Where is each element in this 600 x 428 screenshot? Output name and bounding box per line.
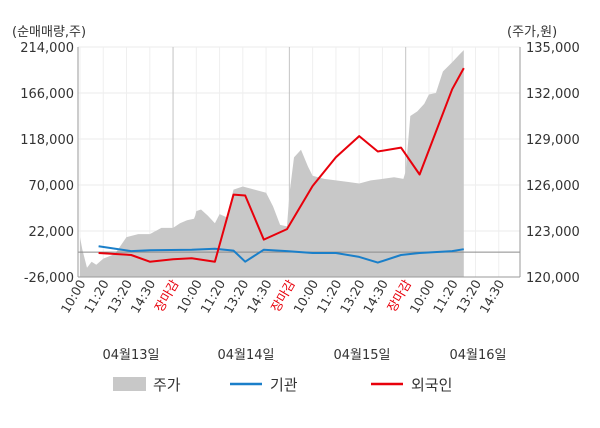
x-axis-ticks: 10:0011:2013:2014:30장마감10:0011:2013:2014…	[58, 277, 508, 316]
right-tick-label: 135,000	[526, 41, 580, 56]
date-label: 04월15일	[333, 348, 390, 363]
date-labels: 04월13일 04월14일 04월15일 04월16일	[102, 348, 506, 363]
left-tick-label: 70,000	[29, 179, 75, 194]
left-tick-label: 118,000	[20, 133, 74, 148]
right-axis-ticks: 135,000 132,000 129,000 126,000 123,000 120,0…	[526, 41, 580, 286]
right-tick-label: 120,000	[526, 271, 580, 286]
left-tick-label: -26,000	[24, 271, 74, 286]
legend-label-price: 주가	[153, 376, 181, 394]
left-axis-unit: (순매매량,주)	[12, 25, 86, 40]
left-axis-ticks: 214,000 166,000 118,000 70,000 22,000 -26,000	[20, 41, 74, 286]
axis-frame	[77, 47, 521, 278]
date-label: 04월16일	[449, 348, 506, 363]
right-tick-label: 126,000	[526, 179, 580, 194]
foreigner-line	[98, 67, 465, 263]
date-label: 04월13일	[102, 348, 159, 363]
right-axis-unit: (주가,원)	[507, 25, 557, 40]
left-tick-label: 22,000	[29, 225, 75, 240]
net-buying-lines	[98, 67, 465, 264]
date-label: 04월14일	[217, 348, 274, 363]
legend-swatch-price	[113, 377, 146, 391]
left-tick-label: 166,000	[20, 87, 74, 102]
legend: 주가 기관 외국인	[113, 376, 452, 394]
price-area-series	[80, 50, 464, 277]
right-tick-label: 123,000	[526, 225, 580, 240]
institution-line	[98, 245, 464, 264]
price-area	[80, 50, 464, 277]
legend-label-foreigner: 외국인	[411, 376, 452, 394]
left-tick-label: 214,000	[20, 41, 74, 56]
legend-label-institution: 기관	[270, 376, 298, 394]
right-tick-label: 129,000	[526, 133, 580, 148]
right-tick-label: 132,000	[526, 87, 580, 102]
